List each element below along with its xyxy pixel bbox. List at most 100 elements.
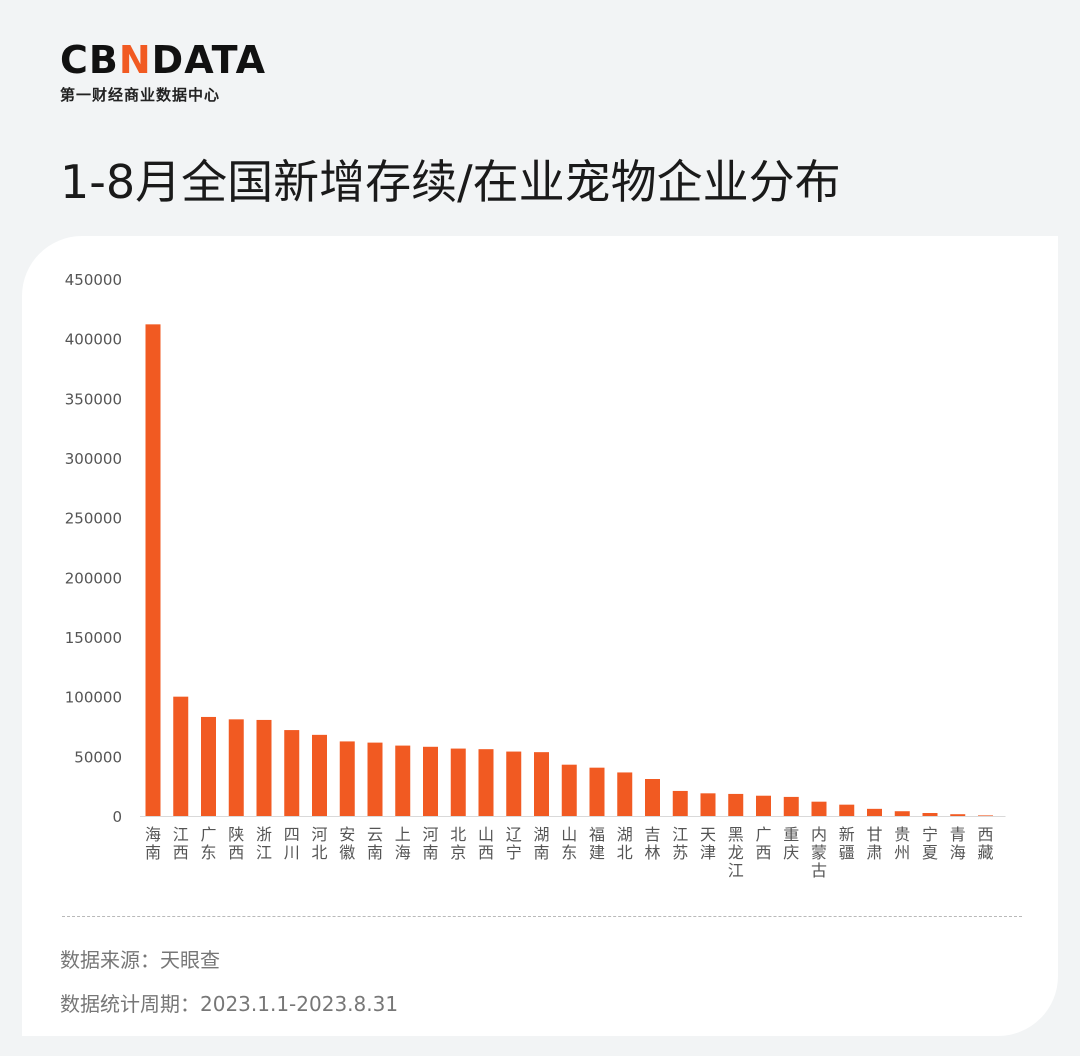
y-tick-label: 150000	[65, 629, 122, 647]
x-tick-label: 江	[173, 825, 189, 844]
x-tick-label: 广	[755, 825, 771, 844]
x-tick-label: 东	[200, 843, 216, 862]
x-tick-label: 西	[228, 843, 244, 862]
x-tick-label: 江	[728, 861, 744, 880]
x-tick-label: 川	[284, 843, 300, 862]
bar	[617, 772, 633, 816]
x-tick-label: 内	[811, 825, 827, 844]
bar	[284, 730, 300, 816]
bar	[506, 751, 522, 816]
x-tick-label: 湖	[533, 825, 549, 844]
x-tick-label: 江	[256, 843, 272, 862]
x-tick-label: 海	[395, 843, 411, 862]
bar	[312, 734, 327, 816]
x-tick-label: 山	[561, 825, 577, 844]
x-tick-label: 广	[200, 825, 216, 844]
x-tick-label: 宁	[506, 843, 522, 862]
x-tick-label: 肃	[866, 843, 882, 862]
logo-wordmark: CBNDATA	[60, 38, 266, 82]
x-tick-label: 建	[589, 843, 605, 862]
x-tick-label: 重	[783, 825, 799, 844]
x-tick-label: 四	[284, 825, 300, 844]
x-tick-label: 安	[339, 825, 355, 844]
x-tick-label: 黑	[728, 825, 744, 844]
y-tick-label: 50000	[74, 748, 122, 766]
x-tick-label: 北	[617, 843, 633, 862]
bar	[450, 748, 466, 816]
y-tick-label: 100000	[65, 689, 122, 707]
x-tick-label: 津	[700, 843, 716, 862]
y-tick-label: 250000	[65, 510, 122, 528]
bar	[201, 716, 216, 816]
logo-prefix: CB	[60, 38, 119, 82]
bar	[395, 745, 411, 816]
bar	[756, 795, 771, 816]
bar	[978, 815, 993, 816]
x-tick-label: 河	[422, 825, 438, 844]
x-tick-label: 东	[561, 843, 577, 862]
x-tick-label: 蒙	[811, 843, 827, 862]
y-tick-label: 350000	[65, 390, 122, 408]
bar	[367, 742, 383, 816]
x-tick-label: 南	[422, 843, 438, 862]
bar	[922, 813, 938, 816]
bar-chart: 0 50000 100000 150000 200000 250000 300000 3500…	[65, 271, 1006, 880]
x-tick-label: 北	[450, 825, 466, 844]
x-tick-label: 上	[395, 825, 411, 844]
x-tick-label: 夏	[922, 843, 938, 862]
x-tick-label: 徽	[339, 843, 355, 862]
bar	[894, 811, 910, 816]
x-tick-label: 西	[977, 825, 993, 844]
x-tick-label: 州	[894, 843, 910, 862]
x-tick-label: 贵	[894, 825, 910, 844]
x-tick-label: 庆	[783, 843, 799, 862]
bar	[534, 752, 549, 816]
x-tick-label: 西	[478, 843, 494, 862]
x-tick-label: 藏	[977, 843, 993, 862]
bar	[645, 779, 660, 816]
x-tick-label: 苏	[672, 843, 688, 862]
x-tick-label: 陕	[228, 825, 244, 844]
x-tick-label: 海	[145, 825, 161, 844]
bar	[145, 324, 161, 816]
data-period: 数据统计周期：2023.1.1-2023.8.31	[60, 992, 399, 1016]
y-tick-label: 200000	[65, 569, 122, 587]
bar	[728, 793, 744, 816]
bar	[339, 741, 355, 816]
x-tick-label: 新	[839, 825, 855, 844]
x-tick-label: 南	[533, 843, 549, 862]
x-tick-label: 吉	[644, 825, 660, 844]
x-tick-label: 龙	[728, 843, 744, 862]
footer-divider	[62, 916, 1022, 917]
x-tick-label: 湖	[617, 825, 633, 844]
bar	[672, 790, 688, 816]
bar	[700, 793, 716, 816]
x-tick-label: 南	[145, 843, 161, 862]
x-tick-label: 古	[811, 861, 827, 880]
x-tick-label: 甘	[866, 825, 882, 844]
bar	[867, 808, 882, 816]
x-tick-label: 青	[950, 825, 966, 844]
x-tick-label: 西	[173, 843, 189, 862]
x-tick-label: 福	[589, 825, 605, 844]
logo-suffix: DATA	[151, 38, 267, 82]
bar	[561, 764, 577, 816]
bar	[950, 814, 966, 816]
y-tick-label: 400000	[65, 331, 122, 349]
bar	[173, 696, 189, 816]
x-tick-label: 京	[450, 843, 466, 862]
logo-subtitle: 第一财经商业数据中心	[60, 86, 221, 104]
bar	[478, 749, 494, 816]
x-tick-label: 天	[700, 825, 716, 844]
bar	[811, 801, 827, 816]
logo-accent: N	[118, 38, 152, 82]
brand-logo: CBNDATA 第一财经商业数据中心	[60, 38, 266, 105]
x-tick-label: 宁	[922, 825, 938, 844]
bar	[228, 719, 244, 816]
x-tick-label: 北	[311, 843, 327, 862]
x-tick-label: 南	[367, 843, 383, 862]
page-title: 1-8月全国新增存续/在业宠物企业分布	[60, 155, 841, 209]
chart-card: 0 50000 100000 150000 200000 250000 300000 3500…	[22, 236, 1058, 1036]
x-tick-label: 海	[950, 843, 966, 862]
x-tick-label: 林	[644, 843, 660, 862]
